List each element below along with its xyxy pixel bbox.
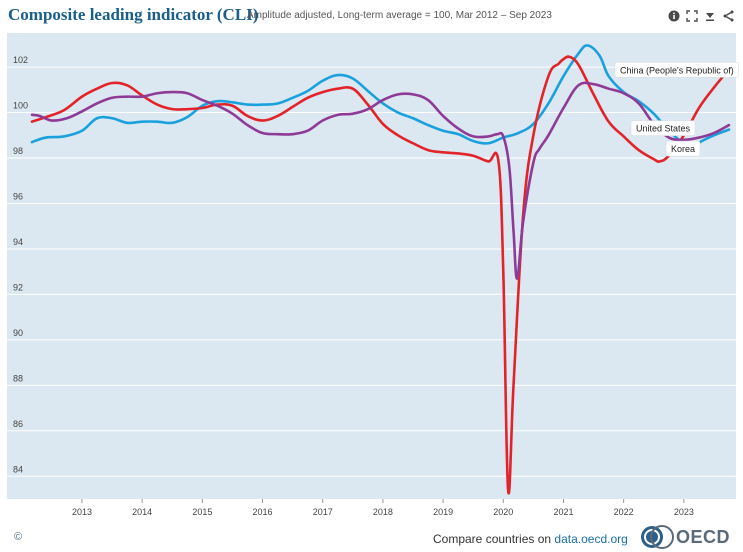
share-icon[interactable] <box>721 9 735 23</box>
series-line-china-people-s-republic-of[interactable] <box>30 55 731 495</box>
chart-footer: © Compare countries on data.oecd.org OEC… <box>0 520 743 552</box>
y-tick-label: 102 <box>13 55 28 65</box>
compare-text: Compare countries on <box>433 532 552 546</box>
series-label-layer: China (People's Republic of) United State… <box>614 62 740 157</box>
x-tick-label: 2018 <box>373 507 393 517</box>
y-tick-label: 90 <box>13 328 23 338</box>
y-tick-label: 100 <box>13 101 28 111</box>
copyright-mark[interactable]: © <box>14 531 23 543</box>
x-tick-label: 2016 <box>253 507 273 517</box>
y-tick-label: 94 <box>13 237 23 247</box>
series-label-text: Korea <box>671 144 695 154</box>
grid-layer <box>7 66 736 477</box>
y-tick-label: 84 <box>13 464 23 474</box>
series-label-united-states: United States <box>630 120 696 136</box>
oecd-logo[interactable]: OECD <box>640 525 730 549</box>
x-tick-label: 2023 <box>674 507 694 517</box>
series-label-box <box>665 140 701 157</box>
x-tick-label: 2020 <box>493 507 513 517</box>
chart-header: Composite leading indicator (CLI) Amplit… <box>0 0 743 34</box>
x-tick-label: 2013 <box>72 507 92 517</box>
x-tick-label: 2022 <box>614 507 634 517</box>
series-label-korea: Korea <box>665 140 701 157</box>
x-tick-label: 2017 <box>313 507 333 517</box>
data-oecd-link[interactable]: data.oecd.org <box>554 532 628 546</box>
oecd-globe-icon <box>641 525 674 549</box>
chart-toolbar <box>667 9 735 23</box>
oecd-logo-text: OECD <box>676 526 731 547</box>
series-label-text: China (People's Republic of) <box>620 65 734 75</box>
y-tick-label: 86 <box>13 419 23 429</box>
series-label-china-people-s-republic-of: China (People's Republic of) <box>614 62 740 78</box>
series-label-box <box>630 120 696 136</box>
x-tick-label: 2014 <box>132 507 152 517</box>
x-tick-label: 2021 <box>553 507 573 517</box>
chart-subtitle: Amplitude adjusted, Long-term average = … <box>247 10 552 21</box>
y-tick-label: 88 <box>13 373 23 383</box>
chart-title: Composite leading indicator (CLI) <box>8 5 259 24</box>
series-layer <box>30 44 731 495</box>
fullscreen-icon[interactable] <box>685 9 699 23</box>
y-tick-label: 92 <box>13 282 23 292</box>
y-tick-label: 98 <box>13 146 23 156</box>
series-line-korea[interactable] <box>30 81 731 280</box>
x-tick-label: 2019 <box>433 507 453 517</box>
series-label-text: United States <box>636 124 691 134</box>
compare-countries: Compare countries on data.oecd.org <box>433 532 628 546</box>
x-tick-label: 2015 <box>192 507 212 517</box>
y-tick-label: 96 <box>13 191 23 201</box>
series-label-box <box>614 62 740 78</box>
tick-layer: 84 86 88 90 92 94 96 98 100 102 2013 2014 2015 2016 20… <box>13 55 694 517</box>
info-icon[interactable] <box>667 9 681 23</box>
download-icon[interactable] <box>703 9 717 23</box>
